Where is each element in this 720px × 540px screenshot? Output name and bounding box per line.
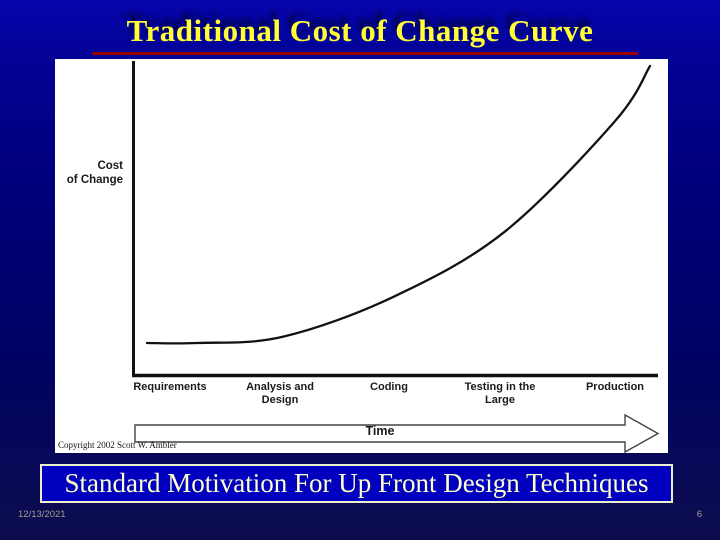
category-label: Coding (370, 381, 408, 393)
cost-curve (145, 64, 652, 345)
footer-date: 12/13/2021 (18, 509, 66, 520)
caption-text: Standard Motivation For Up Front Design … (64, 468, 649, 498)
page-number: 6 (696, 509, 702, 520)
time-axis-label: Time (365, 424, 395, 438)
category-label: Production (585, 381, 645, 393)
y-axis-label-line2: of Change (66, 174, 123, 186)
slide-title: Traditional Cost of Change Curve (126, 13, 594, 48)
title-underline (92, 52, 638, 55)
category-label: Analysis and Design (246, 381, 314, 406)
caption-box: Standard Motivation For Up Front Design … (40, 464, 673, 503)
time-arrow-shape (134, 413, 660, 453)
category-label: Requirements (133, 381, 207, 393)
copyright-text: Copyright 2002 Scott W. Ambler (58, 440, 177, 450)
cost-of-change-chart: Cost of Change Requirements Analysis and … (55, 59, 668, 453)
chart-canvas (132, 61, 660, 453)
category-label: Testing in the Large (464, 381, 536, 406)
y-axis-label: Cost of Change (55, 159, 123, 187)
y-axis-label-line1: Cost (97, 160, 123, 172)
